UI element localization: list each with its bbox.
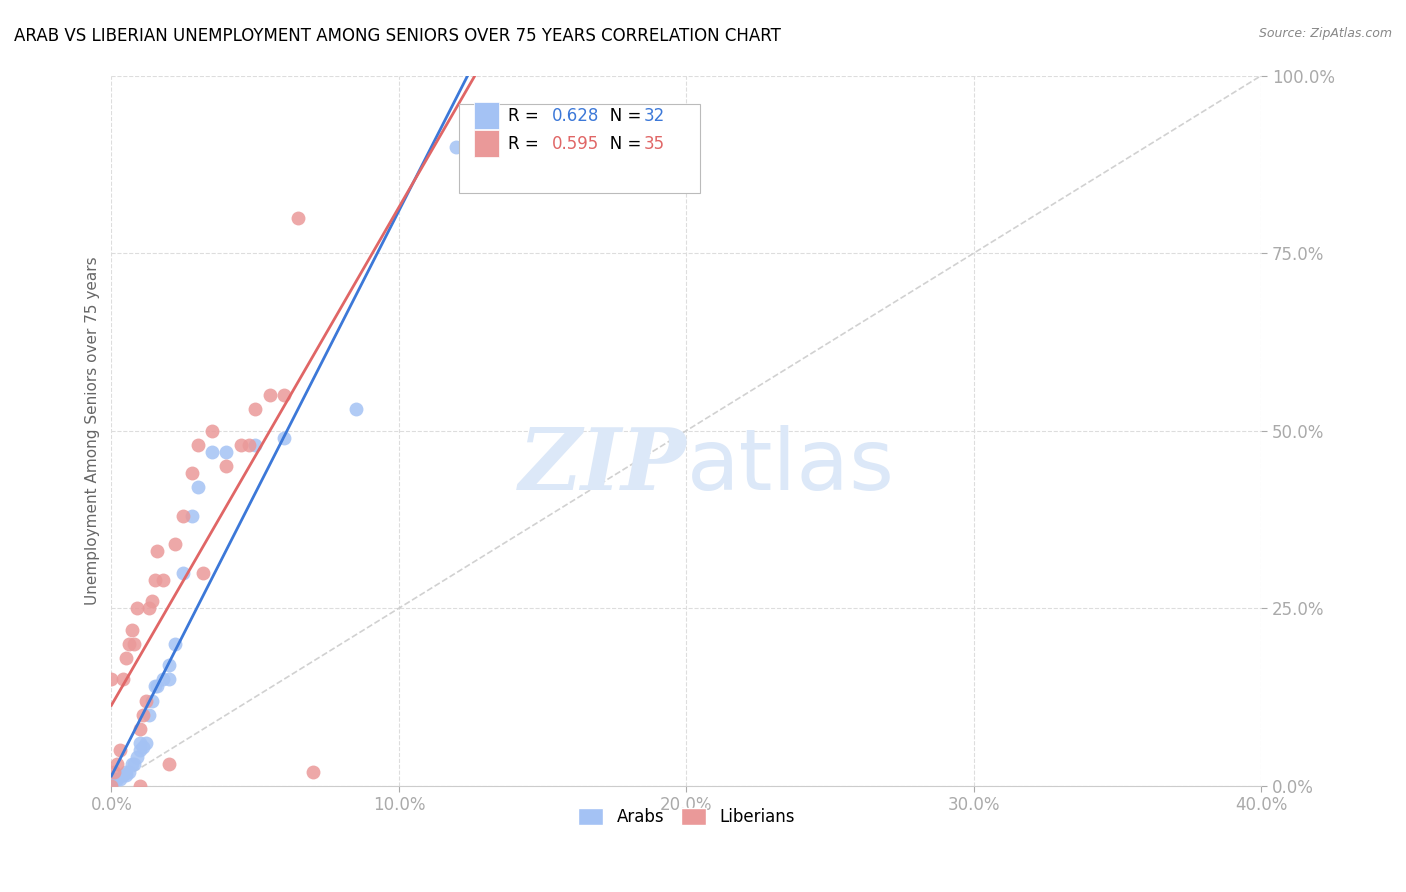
Point — [273, 431, 295, 445]
FancyBboxPatch shape — [458, 104, 700, 193]
FancyBboxPatch shape — [474, 102, 499, 128]
Point — [172, 508, 194, 523]
Text: atlas: atlas — [686, 425, 894, 508]
Point — [138, 601, 160, 615]
Y-axis label: Unemployment Among Seniors over 75 years: Unemployment Among Seniors over 75 years — [86, 256, 100, 605]
Point — [103, 772, 125, 786]
Point — [273, 388, 295, 402]
Point — [146, 679, 169, 693]
Point — [138, 707, 160, 722]
Point — [193, 566, 215, 580]
Point — [105, 757, 128, 772]
Point — [141, 594, 163, 608]
Point — [124, 637, 146, 651]
Point — [238, 438, 260, 452]
Point — [132, 707, 155, 722]
Text: 32: 32 — [644, 107, 665, 125]
Point — [287, 211, 309, 225]
Point — [100, 772, 122, 786]
Text: N =: N = — [595, 107, 647, 125]
Text: 0.628: 0.628 — [551, 107, 599, 125]
Point — [344, 402, 367, 417]
Point — [121, 757, 143, 772]
Point — [229, 438, 252, 452]
Point — [100, 672, 122, 686]
Point — [132, 739, 155, 754]
Point — [141, 693, 163, 707]
Point — [180, 467, 202, 481]
Point — [301, 764, 323, 779]
Point — [152, 573, 174, 587]
Point — [118, 764, 141, 779]
Point — [163, 537, 186, 551]
Point — [135, 736, 157, 750]
Point — [129, 736, 152, 750]
Point — [187, 480, 209, 494]
Point — [127, 750, 149, 764]
Text: R =: R = — [508, 136, 544, 153]
Point — [215, 459, 238, 474]
Point — [152, 672, 174, 686]
Text: ZIP: ZIP — [519, 425, 686, 508]
Point — [146, 544, 169, 558]
Text: 0.595: 0.595 — [551, 136, 599, 153]
Point — [215, 445, 238, 459]
Point — [100, 779, 122, 793]
Text: R =: R = — [508, 107, 544, 125]
Point — [157, 757, 180, 772]
Text: N =: N = — [595, 136, 647, 153]
Point — [163, 637, 186, 651]
Point — [108, 743, 131, 757]
Point — [157, 658, 180, 673]
Point — [143, 573, 166, 587]
Point — [243, 402, 266, 417]
Point — [446, 139, 468, 153]
Point — [180, 508, 202, 523]
Point — [129, 779, 152, 793]
Point — [135, 693, 157, 707]
Point — [124, 757, 146, 772]
Point — [129, 722, 152, 736]
Point — [259, 388, 281, 402]
Point — [201, 445, 224, 459]
Text: Source: ZipAtlas.com: Source: ZipAtlas.com — [1258, 27, 1392, 40]
Point — [243, 438, 266, 452]
Point — [108, 772, 131, 786]
Point — [114, 768, 136, 782]
Point — [114, 764, 136, 779]
Point — [114, 651, 136, 665]
Point — [111, 768, 134, 782]
Text: 35: 35 — [644, 136, 665, 153]
Point — [121, 623, 143, 637]
Point — [201, 424, 224, 438]
FancyBboxPatch shape — [474, 130, 499, 157]
Point — [118, 637, 141, 651]
Point — [172, 566, 194, 580]
Point — [157, 672, 180, 686]
Point — [127, 601, 149, 615]
Text: ARAB VS LIBERIAN UNEMPLOYMENT AMONG SENIORS OVER 75 YEARS CORRELATION CHART: ARAB VS LIBERIAN UNEMPLOYMENT AMONG SENI… — [14, 27, 780, 45]
Legend: Arabs, Liberians: Arabs, Liberians — [569, 799, 803, 834]
Point — [187, 438, 209, 452]
Point — [129, 743, 152, 757]
Point — [105, 772, 128, 786]
Point — [143, 679, 166, 693]
Point — [111, 672, 134, 686]
Point — [103, 764, 125, 779]
